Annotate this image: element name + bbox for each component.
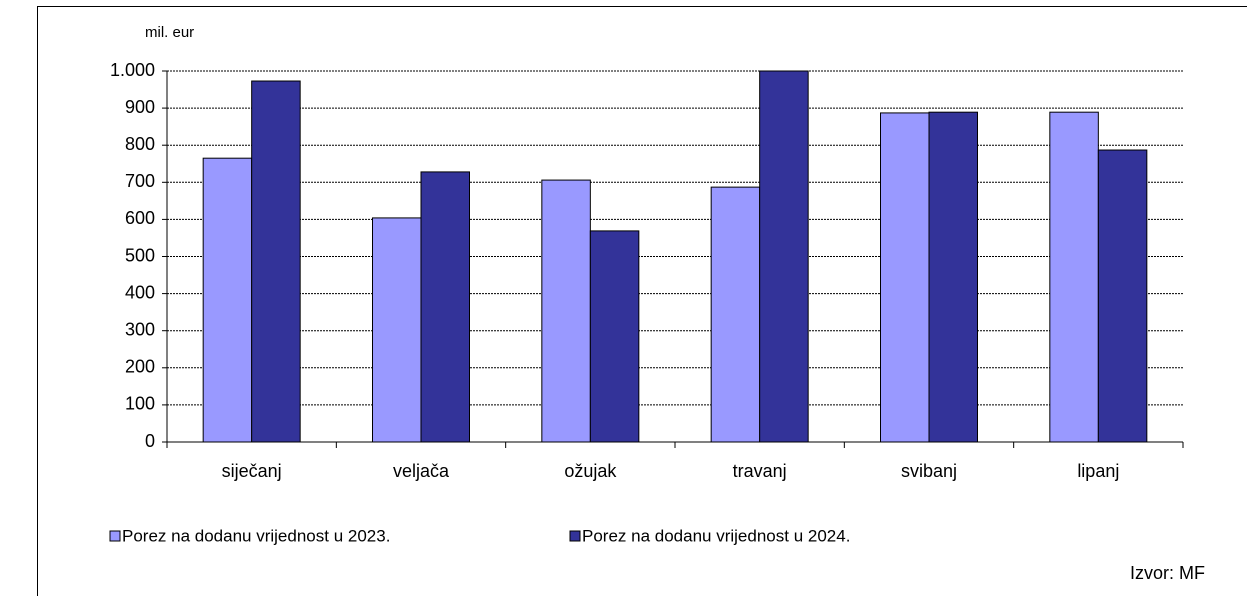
y-axis-label: mil. eur: [145, 24, 194, 41]
y-tick-label: 200: [125, 357, 155, 377]
x-tick-label: siječanj: [222, 461, 282, 481]
bar: [372, 217, 422, 443]
bar: [541, 179, 591, 443]
y-tick-label: 900: [125, 97, 155, 117]
bar: [420, 171, 470, 443]
bar: [1097, 149, 1148, 443]
x-tick-label: travanj: [733, 461, 787, 481]
bar: [1049, 111, 1099, 443]
legend-marker: [569, 530, 581, 542]
x-tick-label: lipanj: [1077, 461, 1119, 481]
bar: [759, 70, 809, 443]
bar: [880, 112, 930, 443]
y-tick-label: 300: [125, 319, 155, 339]
bar: [251, 80, 301, 443]
x-tick-label: svibanj: [901, 461, 957, 481]
y-tick-label: 100: [125, 394, 155, 414]
source: Izvor: MF: [1130, 563, 1205, 583]
y-tick-label: 400: [125, 282, 155, 302]
legend-label: Porez na dodanu vrijednost u 2024.: [582, 526, 850, 545]
y-tick-label: 800: [125, 134, 155, 154]
y-tick-label: 600: [125, 208, 155, 228]
legend-marker: [109, 530, 121, 542]
bar: [928, 111, 978, 443]
frame: [37, 6, 1247, 596]
y-tick-label: 700: [125, 171, 155, 191]
x-tick-label: veljača: [393, 461, 450, 481]
bar: [710, 186, 761, 443]
bar: [589, 230, 640, 443]
bar: [202, 157, 253, 443]
y-tick-label: 1.000: [110, 60, 155, 80]
y-tick-label: 0: [145, 431, 155, 451]
legend-label: Porez na dodanu vrijednost u 2023.: [122, 526, 390, 545]
x-tick-label: ožujak: [564, 461, 617, 481]
y-tick-label: 500: [125, 245, 155, 265]
